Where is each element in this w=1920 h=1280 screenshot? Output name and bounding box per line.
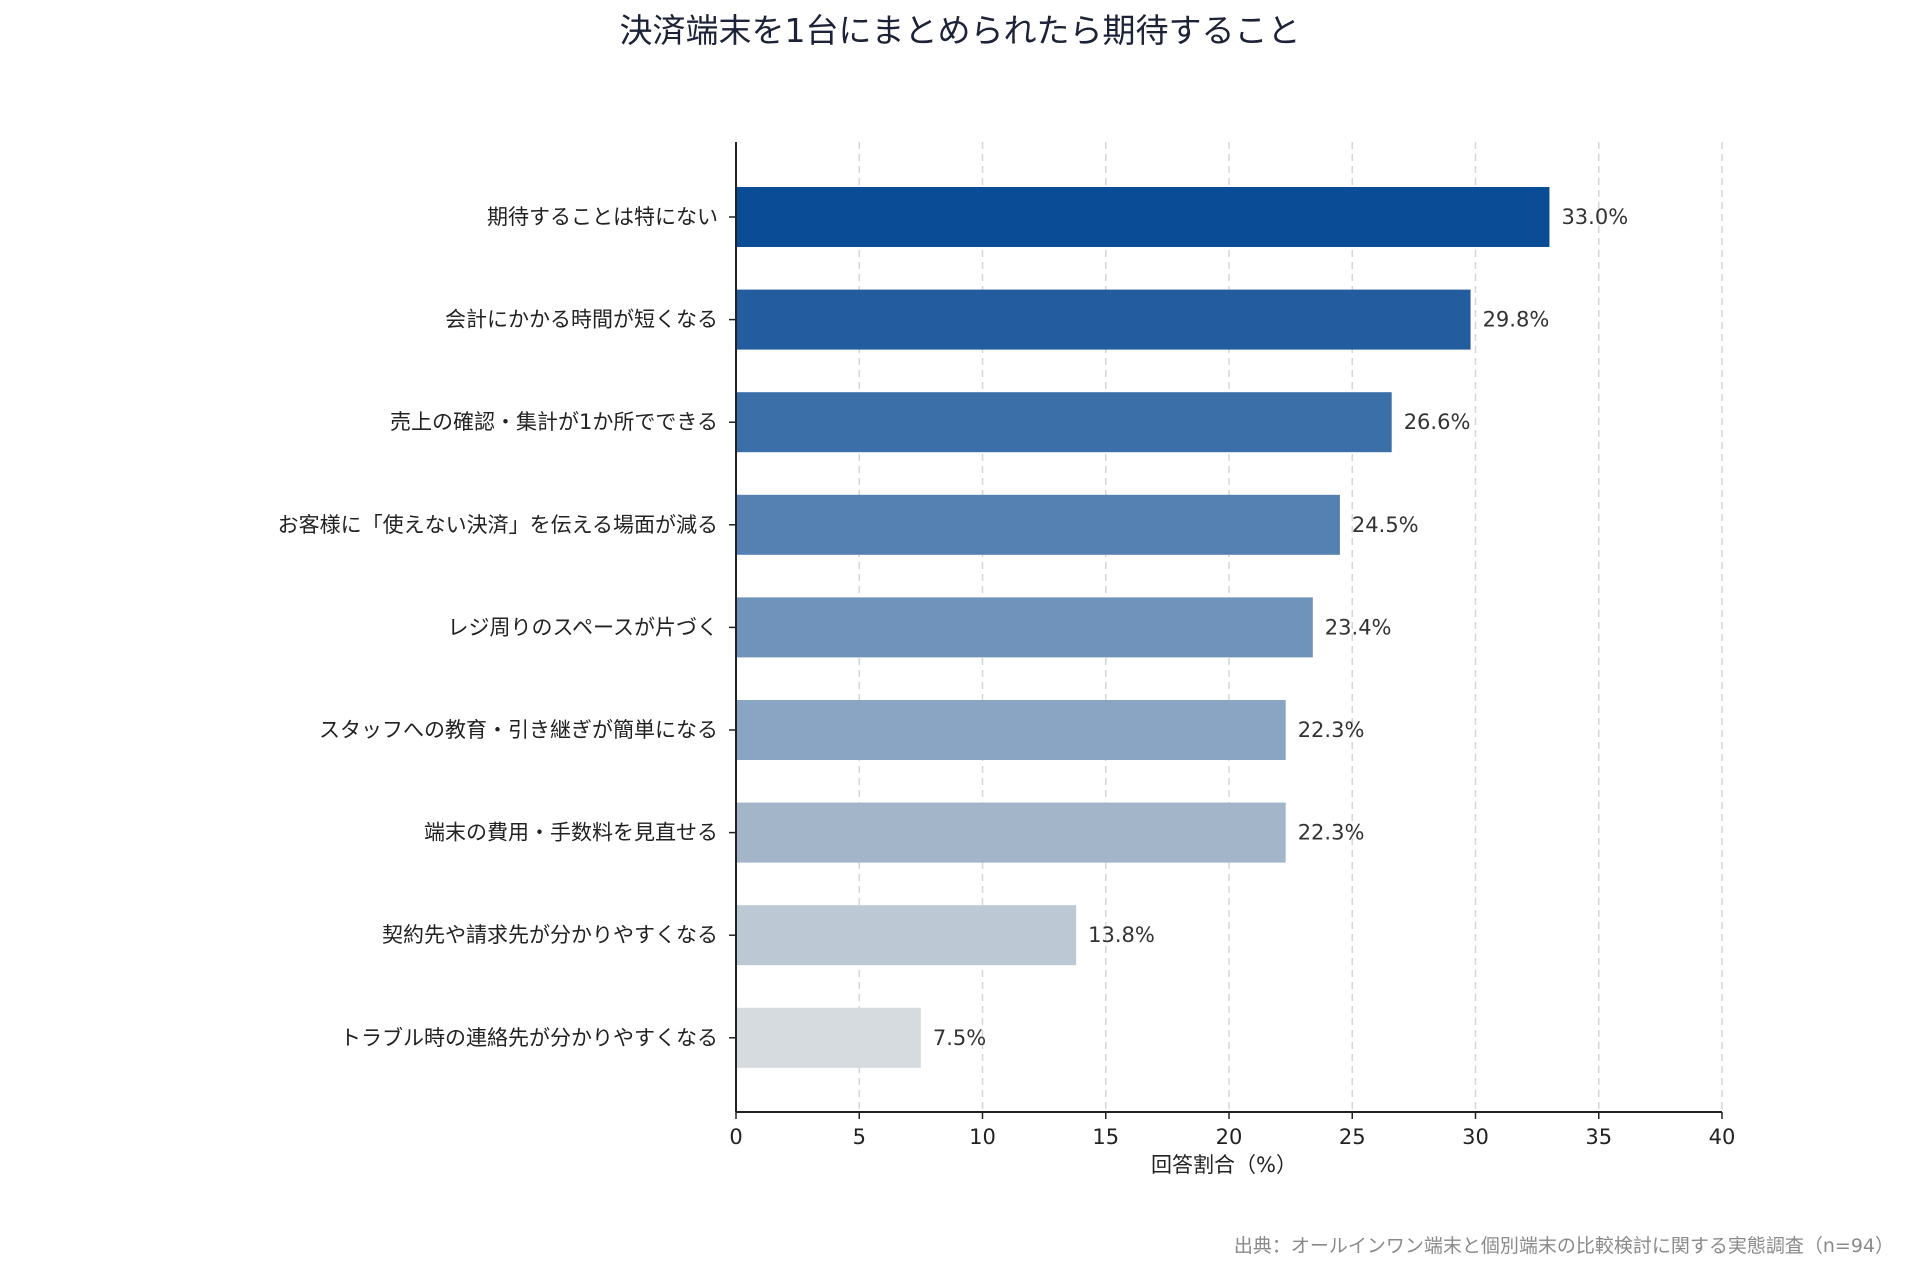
x-tick-label: 5 [853, 1125, 866, 1149]
x-tick-label: 35 [1585, 1125, 1612, 1149]
bar [736, 1007, 921, 1068]
bar [736, 905, 1077, 966]
axes: 0 5 10 15 20 25 30 35 40 [729, 142, 1735, 1149]
bar [736, 289, 1471, 350]
data-label: 23.4% [1325, 615, 1392, 639]
category-label: 端末の費用・手数料を見直せる [424, 821, 718, 845]
category-label: お客様に「使えない決済」を伝える場面が減る [278, 513, 718, 537]
data-label: 13.8% [1088, 923, 1155, 947]
category-label: 売上の確認・集計が1か所でできる [390, 410, 718, 434]
bar [736, 802, 1286, 863]
category-label: トラブル時の連絡先が分かりやすくなる [340, 1026, 718, 1050]
data-label: 29.8% [1483, 308, 1550, 332]
chart-title: 決済端末を1台にまとめられたら期待すること [620, 11, 1301, 50]
x-tick-label: 10 [969, 1125, 996, 1149]
data-label: 24.5% [1352, 513, 1419, 537]
category-label: 契約先や請求先が分かりやすくなる [382, 923, 718, 947]
data-label: 26.6% [1404, 410, 1471, 434]
data-label: 22.3% [1298, 718, 1365, 742]
data-label: 33.0% [1561, 205, 1628, 229]
x-axis-label: 回答割合（%） [1151, 1153, 1297, 1177]
category-label: 会計にかかる時間が短くなる [445, 308, 718, 332]
x-tick-label: 15 [1092, 1125, 1119, 1149]
x-tick-label: 40 [1709, 1125, 1736, 1149]
source-note: 出典：オールインワン端末と個別端末の比較検討に関する実態調査（n=94） [1234, 1235, 1894, 1257]
category-label: レジ周りのスペースが片づく [448, 615, 718, 639]
bars: 33.0% 期待することは特にない 29.8% 会計にかかる時間が短くなる 26.6% 売… [278, 187, 1628, 1068]
data-label: 7.5% [933, 1026, 986, 1050]
x-tick-label: 0 [729, 1125, 742, 1149]
category-label: スタッフへの教育・引き継ぎが簡単になる [319, 718, 718, 742]
bar [736, 700, 1286, 760]
bar [736, 392, 1392, 453]
data-label: 22.3% [1298, 821, 1365, 845]
x-tick-label: 20 [1216, 1125, 1243, 1149]
category-label: 期待することは特にない [487, 205, 718, 229]
x-tick-label: 25 [1339, 1125, 1366, 1149]
x-tick-label: 30 [1462, 1125, 1489, 1149]
bar [736, 187, 1550, 247]
bar [736, 494, 1340, 555]
bar [736, 597, 1313, 658]
